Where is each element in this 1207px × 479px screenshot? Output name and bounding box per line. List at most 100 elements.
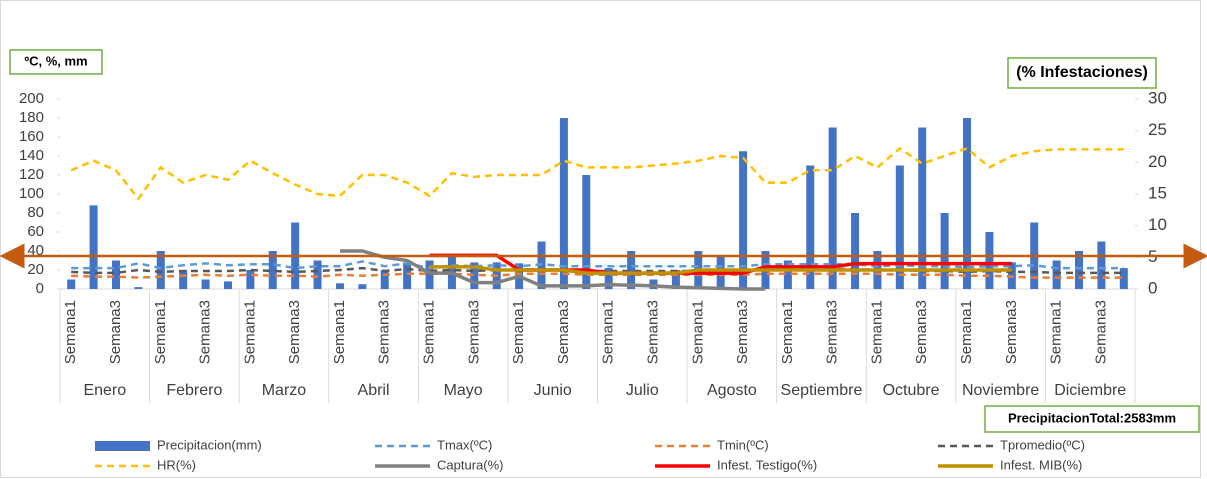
group-label: Enero — [83, 382, 126, 399]
y2-tick-label: 25 — [1148, 120, 1167, 139]
y2-label-box — [1007, 57, 1157, 89]
group-label: Julio — [626, 382, 659, 399]
bar — [358, 284, 367, 289]
bar — [582, 175, 591, 289]
group-label: Marzo — [262, 382, 307, 399]
bar — [627, 251, 636, 289]
legend-label: Infest. MIB(%) — [1000, 457, 1082, 472]
bar — [470, 262, 479, 289]
y2-tick-label: 30 — [1148, 88, 1167, 107]
group-label: Octubre — [883, 382, 940, 399]
group-label: Diciembre — [1054, 382, 1126, 399]
y-axis-label: ºC, %, mm — [24, 53, 87, 68]
group-label: Febrero — [166, 382, 222, 399]
bar — [739, 151, 748, 289]
y2-tick-label: 0 — [1148, 278, 1157, 297]
annotation: PrecipitacionTotal:2583mm — [1008, 410, 1176, 425]
bar — [918, 127, 927, 289]
x-tick-label: Semana3 — [286, 300, 303, 364]
legend-label: Tpromedio(ºC) — [1000, 437, 1085, 452]
y-tick-label: 120 — [19, 166, 44, 183]
bar — [223, 281, 232, 289]
x-tick-label: Semana1 — [241, 300, 258, 364]
group-label: Mayo — [444, 382, 483, 399]
bar — [313, 260, 322, 289]
legend-swatch — [95, 441, 150, 451]
y-label-box — [9, 49, 103, 75]
y2-tick-label: 20 — [1148, 152, 1167, 171]
bar — [335, 283, 344, 289]
bar — [985, 232, 994, 289]
y-tick-label: 180 — [19, 109, 44, 126]
y2-tick-label: 10 — [1148, 215, 1167, 234]
bar — [1119, 268, 1128, 289]
bar — [380, 270, 389, 289]
annotation-box — [984, 405, 1200, 433]
x-tick-label: Semana1 — [62, 300, 79, 364]
line — [71, 272, 1124, 279]
x-tick-label: Semana3 — [824, 300, 841, 364]
bar — [1097, 241, 1106, 289]
y2-axis-label: (% Infestaciones) — [1016, 64, 1148, 81]
bar — [851, 213, 860, 289]
bar — [806, 165, 815, 289]
legend-label: Tmax(ºC) — [437, 437, 492, 452]
bar — [895, 165, 904, 289]
legend-label: Tmin(ºC) — [717, 437, 769, 452]
bar — [179, 270, 188, 289]
group-label: Abril — [358, 382, 390, 399]
x-tick-label: Semana1 — [600, 300, 617, 364]
y-tick-label: 0 — [36, 280, 44, 297]
x-tick-label: Semana1 — [1048, 300, 1065, 364]
bar — [1075, 251, 1084, 289]
bar — [828, 127, 837, 289]
x-tick-label: Semana1 — [868, 300, 885, 364]
bar — [67, 279, 76, 289]
x-tick-label: Semana3 — [197, 300, 214, 364]
bar — [201, 279, 210, 289]
y-tick-label: 160 — [19, 128, 44, 145]
y2-tick-label: 15 — [1148, 183, 1167, 202]
bar — [559, 118, 568, 289]
y-tick-label: 140 — [19, 147, 44, 164]
x-tick-label: Semana3 — [913, 300, 930, 364]
legend-label: HR(%) — [157, 457, 196, 472]
group-label: Agosto — [707, 382, 757, 399]
x-tick-label: Semana3 — [734, 300, 751, 364]
legend-label: Precipitacion(mm) — [157, 437, 262, 452]
x-tick-label: Semana3 — [465, 300, 482, 364]
legend-label: Captura(%) — [437, 457, 503, 472]
x-tick-label: Semana1 — [421, 300, 438, 364]
y-tick-label: 20 — [27, 261, 44, 278]
group-label: Septiembre — [781, 382, 863, 399]
x-tick-label: Semana3 — [376, 300, 393, 364]
x-tick-label: Semana3 — [555, 300, 572, 364]
x-tick-label: Semana3 — [1092, 300, 1109, 364]
bar — [134, 287, 143, 289]
bar — [268, 251, 277, 289]
x-tick-label: Semana1 — [510, 300, 527, 364]
bar — [783, 260, 792, 289]
bar — [963, 118, 972, 289]
y-tick-label: 80 — [27, 204, 44, 221]
y-tick-label: 60 — [27, 223, 44, 240]
bar — [940, 213, 949, 289]
line — [429, 265, 1012, 275]
bar — [156, 251, 165, 289]
legend-label: Infest. Testigo(%) — [717, 457, 817, 472]
y-tick-label: 100 — [19, 185, 44, 202]
group-label: Noviembre — [962, 382, 1039, 399]
bar — [671, 270, 680, 289]
group-label: Junio — [534, 382, 572, 399]
x-tick-label: Semana1 — [958, 300, 975, 364]
x-tick-label: Semana1 — [152, 300, 169, 364]
x-tick-label: Semana3 — [107, 300, 124, 364]
x-tick-label: Semana1 — [331, 300, 348, 364]
line — [70, 146, 1124, 201]
x-tick-label: Semana1 — [689, 300, 706, 364]
x-tick-label: Semana3 — [1003, 300, 1020, 364]
bar — [111, 260, 120, 289]
x-tick-label: Semana3 — [644, 300, 661, 364]
